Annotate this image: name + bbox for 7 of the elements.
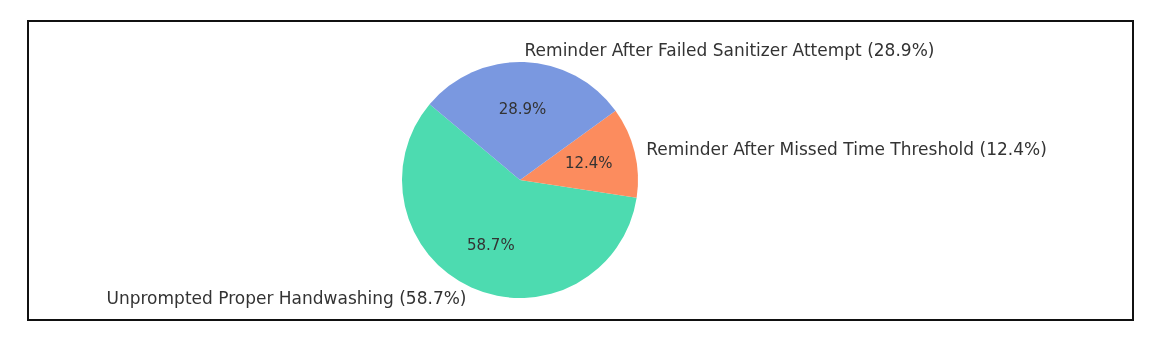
data-label: 28.9%	[498, 100, 547, 119]
slice-label: Unprompted Proper Handwashing (58.7%)	[106, 288, 467, 309]
data-label: 12.4%	[564, 154, 613, 173]
slice-label: Reminder After Failed Sanitizer Attempt (28.9%)	[524, 40, 935, 61]
data-label: 58.7%	[466, 235, 515, 254]
slice-label: Reminder After Missed Time Threshold (12.4%)	[646, 139, 1047, 160]
pie-slice	[429, 62, 616, 180]
